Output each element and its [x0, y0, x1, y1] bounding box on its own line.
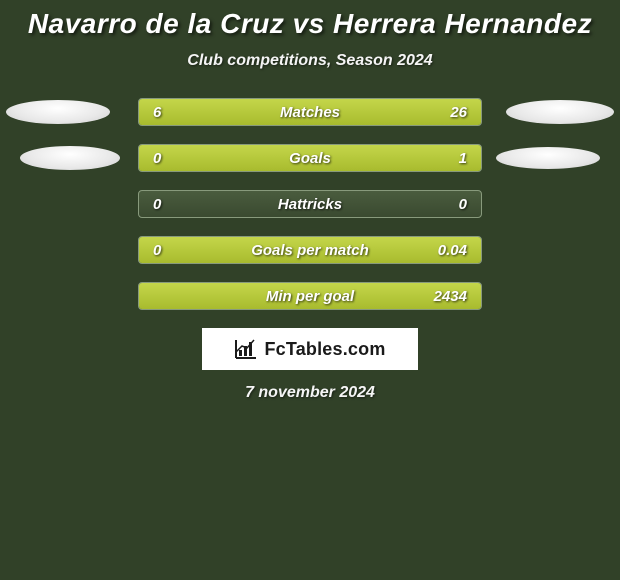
fctables-logo[interactable]: FcTables.com: [202, 328, 418, 370]
stats-rows: 6Matches26 0Goals1 0Hattricks0 0Goals per m…: [0, 98, 620, 310]
stat-bar: 0Goals1: [138, 144, 482, 172]
stat-row: 0Goals1: [0, 144, 620, 172]
bar-fill-right: [139, 283, 481, 309]
stat-row: 6Matches26: [0, 98, 620, 126]
bar-fill-right: [139, 145, 481, 171]
stat-row: Min per goal2434: [0, 282, 620, 310]
stat-bar: 6Matches26: [138, 98, 482, 126]
logo-text: FcTables.com: [264, 339, 385, 360]
stat-row: 0Hattricks0: [0, 190, 620, 218]
stat-bar: 0Hattricks0: [138, 190, 482, 218]
stat-bar: 0Goals per match0.04: [138, 236, 482, 264]
footer-date: 7 november 2024: [0, 384, 620, 402]
bar-fill-left: [139, 99, 203, 125]
left-player-ellipse: [6, 100, 110, 124]
stat-bar: Min per goal2434: [138, 282, 482, 310]
stat-value-left: 0: [153, 191, 161, 217]
bar-fill-right: [203, 99, 481, 125]
page-subtitle: Club competitions, Season 2024: [0, 52, 620, 70]
stat-label: Hattricks: [139, 191, 481, 217]
stat-value-right: 0: [459, 191, 467, 217]
right-player-ellipse: [506, 100, 614, 124]
bar-fill-right: [139, 237, 481, 263]
left-player-ellipse: [20, 146, 120, 170]
page-title: Navarro de la Cruz vs Herrera Hernandez: [0, 0, 620, 40]
stat-row: 0Goals per match0.04: [0, 236, 620, 264]
right-player-ellipse: [496, 147, 600, 169]
bar-chart-icon: [234, 338, 258, 360]
